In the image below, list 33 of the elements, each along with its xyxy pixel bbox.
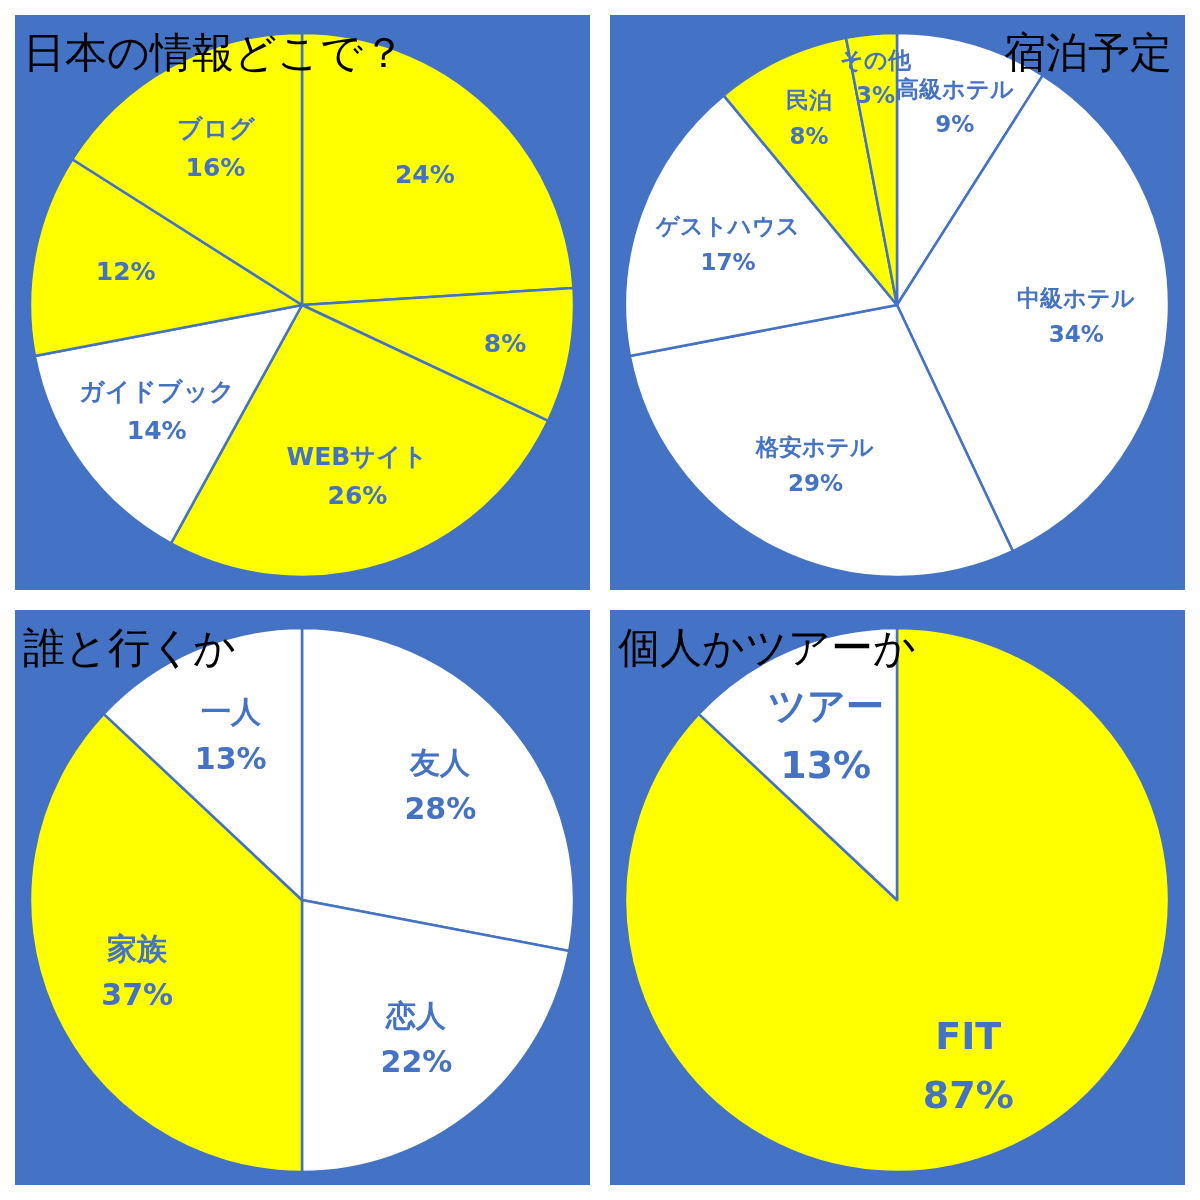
data-label: 34% bbox=[1048, 321, 1104, 348]
slice-label: 友人 bbox=[409, 744, 472, 780]
slice-label: 格安ホテル bbox=[755, 434, 875, 461]
slice-label: WEBサイト bbox=[286, 442, 429, 472]
data-label: 17% bbox=[700, 249, 756, 276]
slice-label: ガイドブック bbox=[78, 376, 235, 406]
slice-label: ツアー bbox=[767, 684, 884, 729]
data-label: 87% bbox=[922, 1072, 1014, 1117]
data-label: 9% bbox=[935, 111, 975, 138]
slice-label: 中級ホテル bbox=[1017, 285, 1136, 312]
data-label: 8% bbox=[483, 329, 527, 359]
data-label: 16% bbox=[185, 152, 246, 182]
data-label: 24% bbox=[394, 159, 455, 189]
slice-label: ブログ bbox=[176, 114, 256, 144]
data-label: 28% bbox=[404, 791, 477, 827]
slice-label: ゲストハウス bbox=[655, 213, 801, 240]
data-label: 22% bbox=[380, 1044, 453, 1080]
data-label: 3% bbox=[855, 82, 896, 109]
slice-label: 高級ホテル bbox=[895, 75, 1014, 102]
data-label: 13% bbox=[780, 742, 872, 787]
slice-label: 恋人 bbox=[385, 997, 448, 1033]
data-label: 12% bbox=[95, 257, 156, 287]
data-label: 29% bbox=[787, 469, 844, 496]
data-label: 37% bbox=[101, 977, 174, 1013]
slice-label: 民泊 bbox=[785, 87, 832, 114]
slice-label: 家族 bbox=[107, 930, 169, 966]
slice-label: FIT bbox=[935, 1013, 1002, 1058]
chart-title: 宿泊予定 bbox=[1004, 28, 1172, 77]
data-label: 14% bbox=[126, 415, 187, 445]
data-label: 13% bbox=[194, 740, 267, 776]
slice-label: 一人 bbox=[200, 694, 262, 730]
data-label: 8% bbox=[789, 122, 829, 149]
data-label: 26% bbox=[327, 480, 388, 510]
